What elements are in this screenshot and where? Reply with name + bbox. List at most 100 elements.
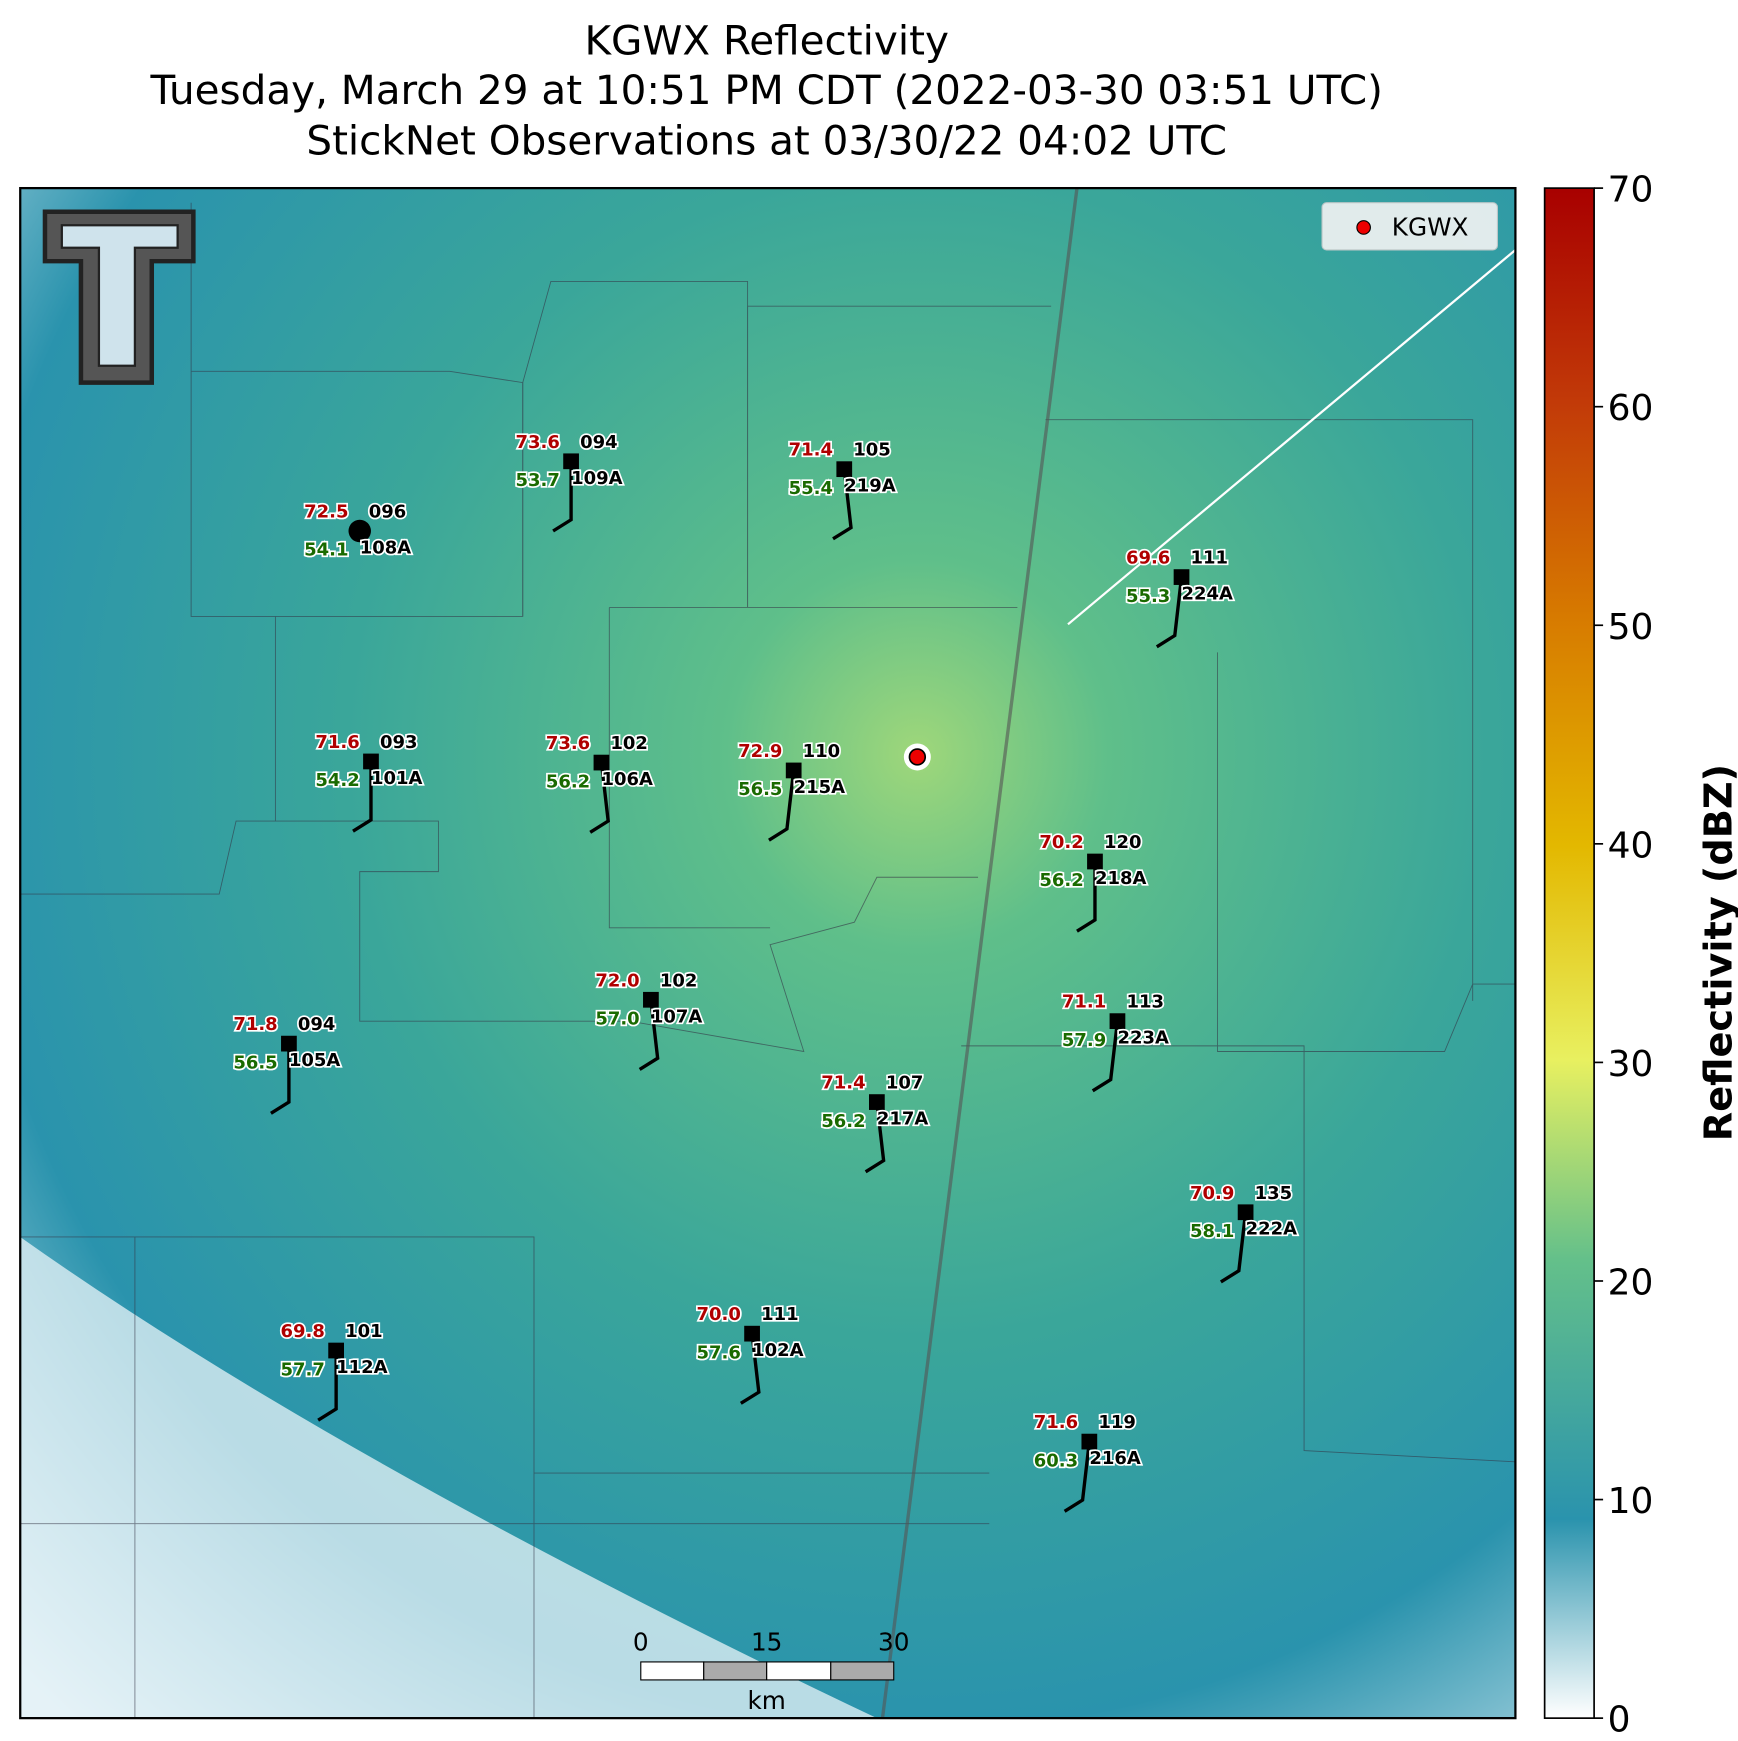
station-id: 108A — [360, 537, 412, 558]
radar-site — [908, 748, 927, 766]
temperature: 69.8 — [281, 1321, 325, 1342]
temperature: 72.9 — [738, 741, 782, 762]
wind-barb — [832, 468, 853, 541]
temperature: 70.0 — [696, 1304, 740, 1325]
dewpoint: 57.6 — [696, 1342, 740, 1363]
station-value: 135 — [1255, 1183, 1293, 1204]
station-id: 224A — [1182, 584, 1234, 605]
wind-barb — [1219, 1212, 1248, 1284]
wind-barb — [317, 1350, 338, 1422]
station-value: 107 — [886, 1073, 924, 1094]
logo — [42, 209, 196, 385]
wind-barb — [552, 461, 573, 533]
station-value: 113 — [1126, 992, 1164, 1013]
station-id: 217A — [877, 1109, 929, 1130]
temperature: 71.6 — [315, 732, 359, 753]
station-value: 101 — [345, 1321, 383, 1342]
station-marker — [643, 991, 659, 1008]
station-value: 120 — [1104, 832, 1142, 853]
station-id: 218A — [1095, 868, 1147, 889]
station-value: 102 — [660, 970, 698, 991]
dewpoint: 56.5 — [738, 779, 782, 800]
legend: KGWX — [1321, 202, 1498, 251]
dewpoint: 57.0 — [595, 1009, 639, 1030]
title-line: StickNet Observations at 03/30/22 04:02 … — [306, 116, 1227, 164]
dewpoint: 53.7 — [516, 470, 560, 491]
station-value: 110 — [803, 741, 841, 762]
title-line: Tuesday, March 29 at 10:51 PM CDT (2022-… — [149, 66, 1383, 114]
wind-barb — [739, 1333, 761, 1405]
station-value: 105 — [853, 440, 891, 461]
station-id: 222A — [1246, 1219, 1298, 1240]
temperature: 71.8 — [233, 1014, 277, 1035]
station-id: 106A — [601, 769, 653, 790]
station-value: 119 — [1098, 1412, 1136, 1433]
station-marker — [593, 754, 610, 771]
station-marker — [1081, 1433, 1098, 1450]
station-marker — [869, 1094, 885, 1110]
dewpoint: 58.1 — [1190, 1221, 1234, 1242]
scale-unit: km — [747, 1686, 785, 1715]
station-id: 101A — [371, 768, 423, 789]
station-value: 102 — [610, 733, 648, 754]
wind-barb — [352, 761, 373, 833]
legend-label: KGWX — [1392, 212, 1469, 241]
map-area — [20, 187, 1517, 1719]
temperature: 69.6 — [1126, 548, 1170, 569]
wind-barb — [768, 770, 796, 842]
temperature: 71.6 — [1034, 1412, 1078, 1433]
station-marker — [1237, 1204, 1254, 1221]
station-id: 105A — [289, 1050, 341, 1071]
temperature: 71.1 — [1062, 992, 1106, 1013]
dewpoint: 56.5 — [233, 1052, 277, 1073]
station-id: 109A — [571, 468, 623, 489]
dewpoint: 55.3 — [1126, 586, 1170, 607]
station-id: 215A — [794, 777, 846, 798]
station-marker — [836, 461, 853, 478]
title-line: KGWX Reflectivity — [584, 16, 948, 64]
temperature: 72.5 — [304, 502, 348, 523]
dewpoint: 60.3 — [1034, 1450, 1078, 1471]
wind-barb — [638, 999, 660, 1071]
station-value: 093 — [380, 732, 418, 753]
station-id: 223A — [1117, 1028, 1169, 1049]
dewpoint: 54.1 — [304, 540, 348, 561]
wind-barb — [1076, 861, 1097, 933]
dewpoint: 56.2 — [1039, 870, 1083, 891]
colorbar-tick-label: 20 — [1608, 1262, 1654, 1303]
station-value: 111 — [761, 1304, 799, 1325]
dewpoint: 56.2 — [821, 1111, 865, 1132]
station-marker — [1173, 569, 1190, 585]
temperature: 70.9 — [1190, 1183, 1234, 1204]
station-value: 096 — [369, 502, 407, 523]
temperature: 73.6 — [516, 432, 560, 453]
station-marker — [363, 753, 379, 770]
station-marker — [1109, 1013, 1126, 1030]
colorbar: 0 10 20 30 40 50 60 70 — [1543, 170, 1654, 1741]
colorbar-tick-label: 10 — [1608, 1481, 1654, 1522]
colorbar-tick-label: 30 — [1608, 1044, 1654, 1085]
calm-marker — [348, 519, 371, 543]
wind-barb — [270, 1043, 291, 1115]
colorbar-tick-label: 50 — [1608, 607, 1654, 648]
temperature: 71.4 — [821, 1073, 865, 1094]
station-layer: 72.5 096 54.1 108A 73.6 094 53.7 109A 71.4 105 55.… — [232, 430, 1299, 1513]
wind-barb — [589, 762, 610, 834]
scale-label: 30 — [878, 1628, 909, 1657]
station-marker — [563, 453, 579, 470]
scale-label: 15 — [751, 1628, 782, 1657]
dewpoint: 54.2 — [315, 770, 359, 791]
station-marker — [281, 1035, 297, 1052]
station-marker — [744, 1325, 760, 1342]
station-id: 219A — [844, 476, 896, 497]
wind-barb — [1063, 1441, 1092, 1513]
station-id: 102A — [752, 1340, 804, 1361]
station-id: 107A — [651, 1006, 703, 1027]
station-value: 094 — [580, 432, 618, 453]
temperature: 70.2 — [1039, 832, 1083, 853]
colorbar-tick-label: 70 — [1608, 170, 1654, 211]
map-frame — [19, 186, 1517, 1720]
colorbar-tick-label: 60 — [1608, 388, 1654, 429]
